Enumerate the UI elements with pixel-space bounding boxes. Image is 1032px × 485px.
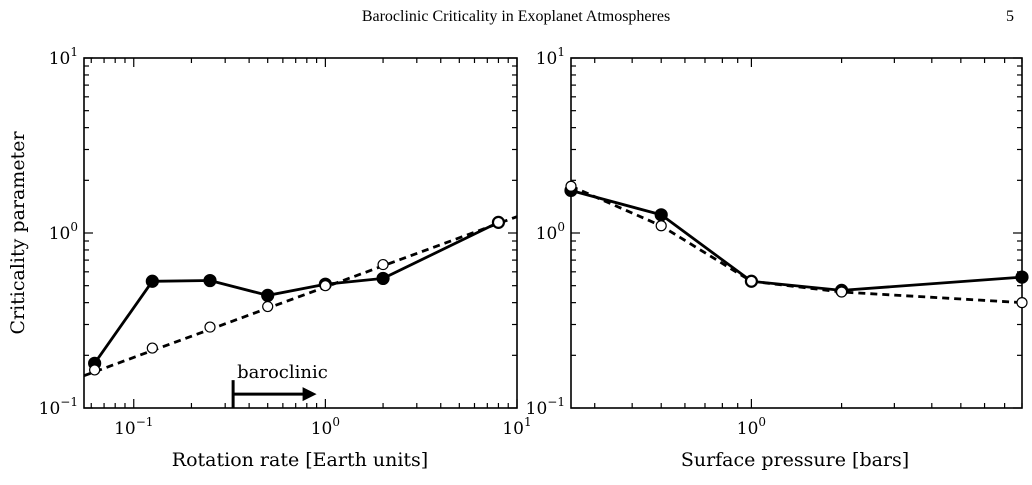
rotation-filled-point xyxy=(145,274,159,288)
pressure-filled-point xyxy=(654,208,668,222)
pressure-y-tick-label: 10−1 xyxy=(526,395,565,419)
rotation-chart-ticks xyxy=(84,57,518,409)
rotation-open-point xyxy=(319,280,331,292)
rotation-open-point xyxy=(89,364,101,376)
rotation-solid-series-line xyxy=(93,221,500,365)
rotation-x-tick-label: 101 xyxy=(502,415,531,439)
pressure-x-tick-label: 100 xyxy=(737,415,766,439)
rotation-y-tick-label: 10−1 xyxy=(39,395,78,419)
rotation-open-point xyxy=(146,342,158,354)
rotation-open-point xyxy=(204,321,216,333)
pressure-x-axis-label: Surface pressure [bars] xyxy=(681,449,909,471)
rotation-chart-frame xyxy=(83,57,518,409)
rotation-y-tick-label: 101 xyxy=(49,45,78,69)
rotation-baroclinic-label: baroclinic xyxy=(237,362,328,383)
rotation-filled-point xyxy=(376,271,390,286)
rotation-x-tick-label: 10−1 xyxy=(114,415,153,439)
pressure-chart: 10−1 100 101 100 Surface pressure [bars] xyxy=(526,45,1029,471)
pressure-chart-tick-labels: 10−1 100 101 100 xyxy=(526,45,766,439)
pressure-chart-ticks xyxy=(571,57,1023,409)
rotation-filled-point xyxy=(203,273,217,288)
pressure-solid-series-line xyxy=(570,189,1023,292)
running-title: Baroclinic Criticality in Exoplanet Atmo… xyxy=(361,8,671,25)
pressure-open-point xyxy=(655,220,667,232)
rotation-x-axis-label: Rotation rate [Earth units] xyxy=(172,449,428,471)
page-number: 5 xyxy=(1006,8,1014,25)
rotation-chart-tick-labels: 10−1 100 101 10−1 100 101 xyxy=(39,45,532,439)
pressure-open-point xyxy=(1016,297,1028,309)
pressure-open-point xyxy=(565,180,577,192)
rotation-open-point xyxy=(492,216,505,228)
rotation-open-point xyxy=(262,300,274,313)
rotation-chart-plot: baroclinic xyxy=(83,215,518,409)
rotation-open-point xyxy=(377,258,389,271)
criticality-y-axis-label: Criticality parameter xyxy=(7,131,29,335)
rotation-chart: 10−1 100 101 10−1 100 101 baroclinic Rotation… xyxy=(7,45,532,471)
pressure-y-tick-label: 101 xyxy=(536,45,565,69)
pressure-open-point xyxy=(835,286,848,298)
pressure-filled-point xyxy=(1015,270,1029,284)
rotation-baroclinic-arrow-head xyxy=(302,387,317,402)
rotation-x-tick-label: 100 xyxy=(311,415,340,439)
pressure-chart-plot xyxy=(564,180,1029,309)
rotation-filled-point xyxy=(261,288,275,302)
pressure-chart-frame xyxy=(570,57,1023,409)
rotation-y-tick-label: 100 xyxy=(49,220,78,244)
pressure-open-point xyxy=(745,275,758,287)
pressure-y-tick-label: 100 xyxy=(536,220,565,244)
